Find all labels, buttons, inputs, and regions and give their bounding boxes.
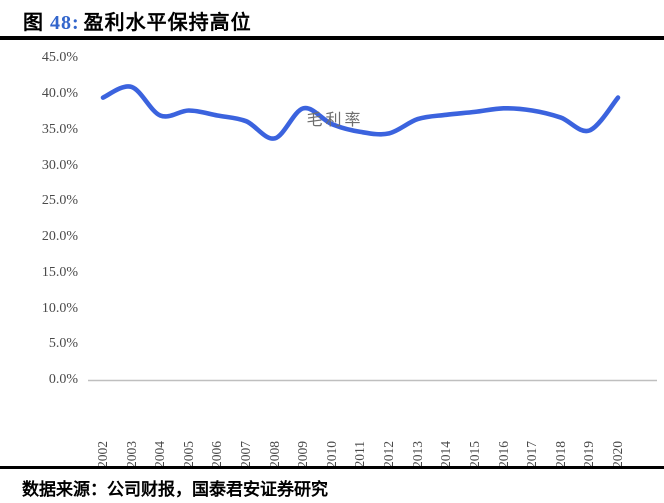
y-axis-tick-label: 5.0% [48, 336, 78, 352]
y-axis-tick-label: 15.0% [41, 264, 78, 280]
series-label: 毛利率 [306, 112, 364, 129]
y-axis-tick-label: 25.0% [41, 193, 78, 209]
gross-margin-line [100, 84, 621, 141]
figure-title-prefix: 图 [23, 12, 44, 34]
figure-title-text: 盈利水平保持高位 [83, 12, 252, 34]
data-source-note: 数据来源：公司财报，国泰君安证券研究 [22, 480, 328, 499]
figure-number: 48: [50, 12, 80, 34]
y-axis-tick-label: 30.0% [41, 157, 78, 173]
gross-margin-chart: 45.0% 40.0% 35.0% 30.0% 25.0% 20.0% 15.0% 10.0%… [0, 40, 664, 468]
y-axis-tick-label: 0.0% [48, 372, 78, 387]
y-axis-tick-label: 45.0% [41, 50, 78, 66]
figure-title: 图 48: 盈利水平保持高位 [23, 6, 654, 35]
y-axis-tick-label: 35.0% [41, 121, 78, 137]
y-axis-tick-label: 10.0% [41, 300, 78, 316]
title-divider-rule [0, 36, 664, 40]
footer-divider-rule [0, 466, 664, 469]
y-axis-tick-label: 20.0% [41, 229, 78, 245]
chart-canvas [88, 84, 657, 382]
y-axis-tick-label: 40.0% [41, 86, 78, 102]
